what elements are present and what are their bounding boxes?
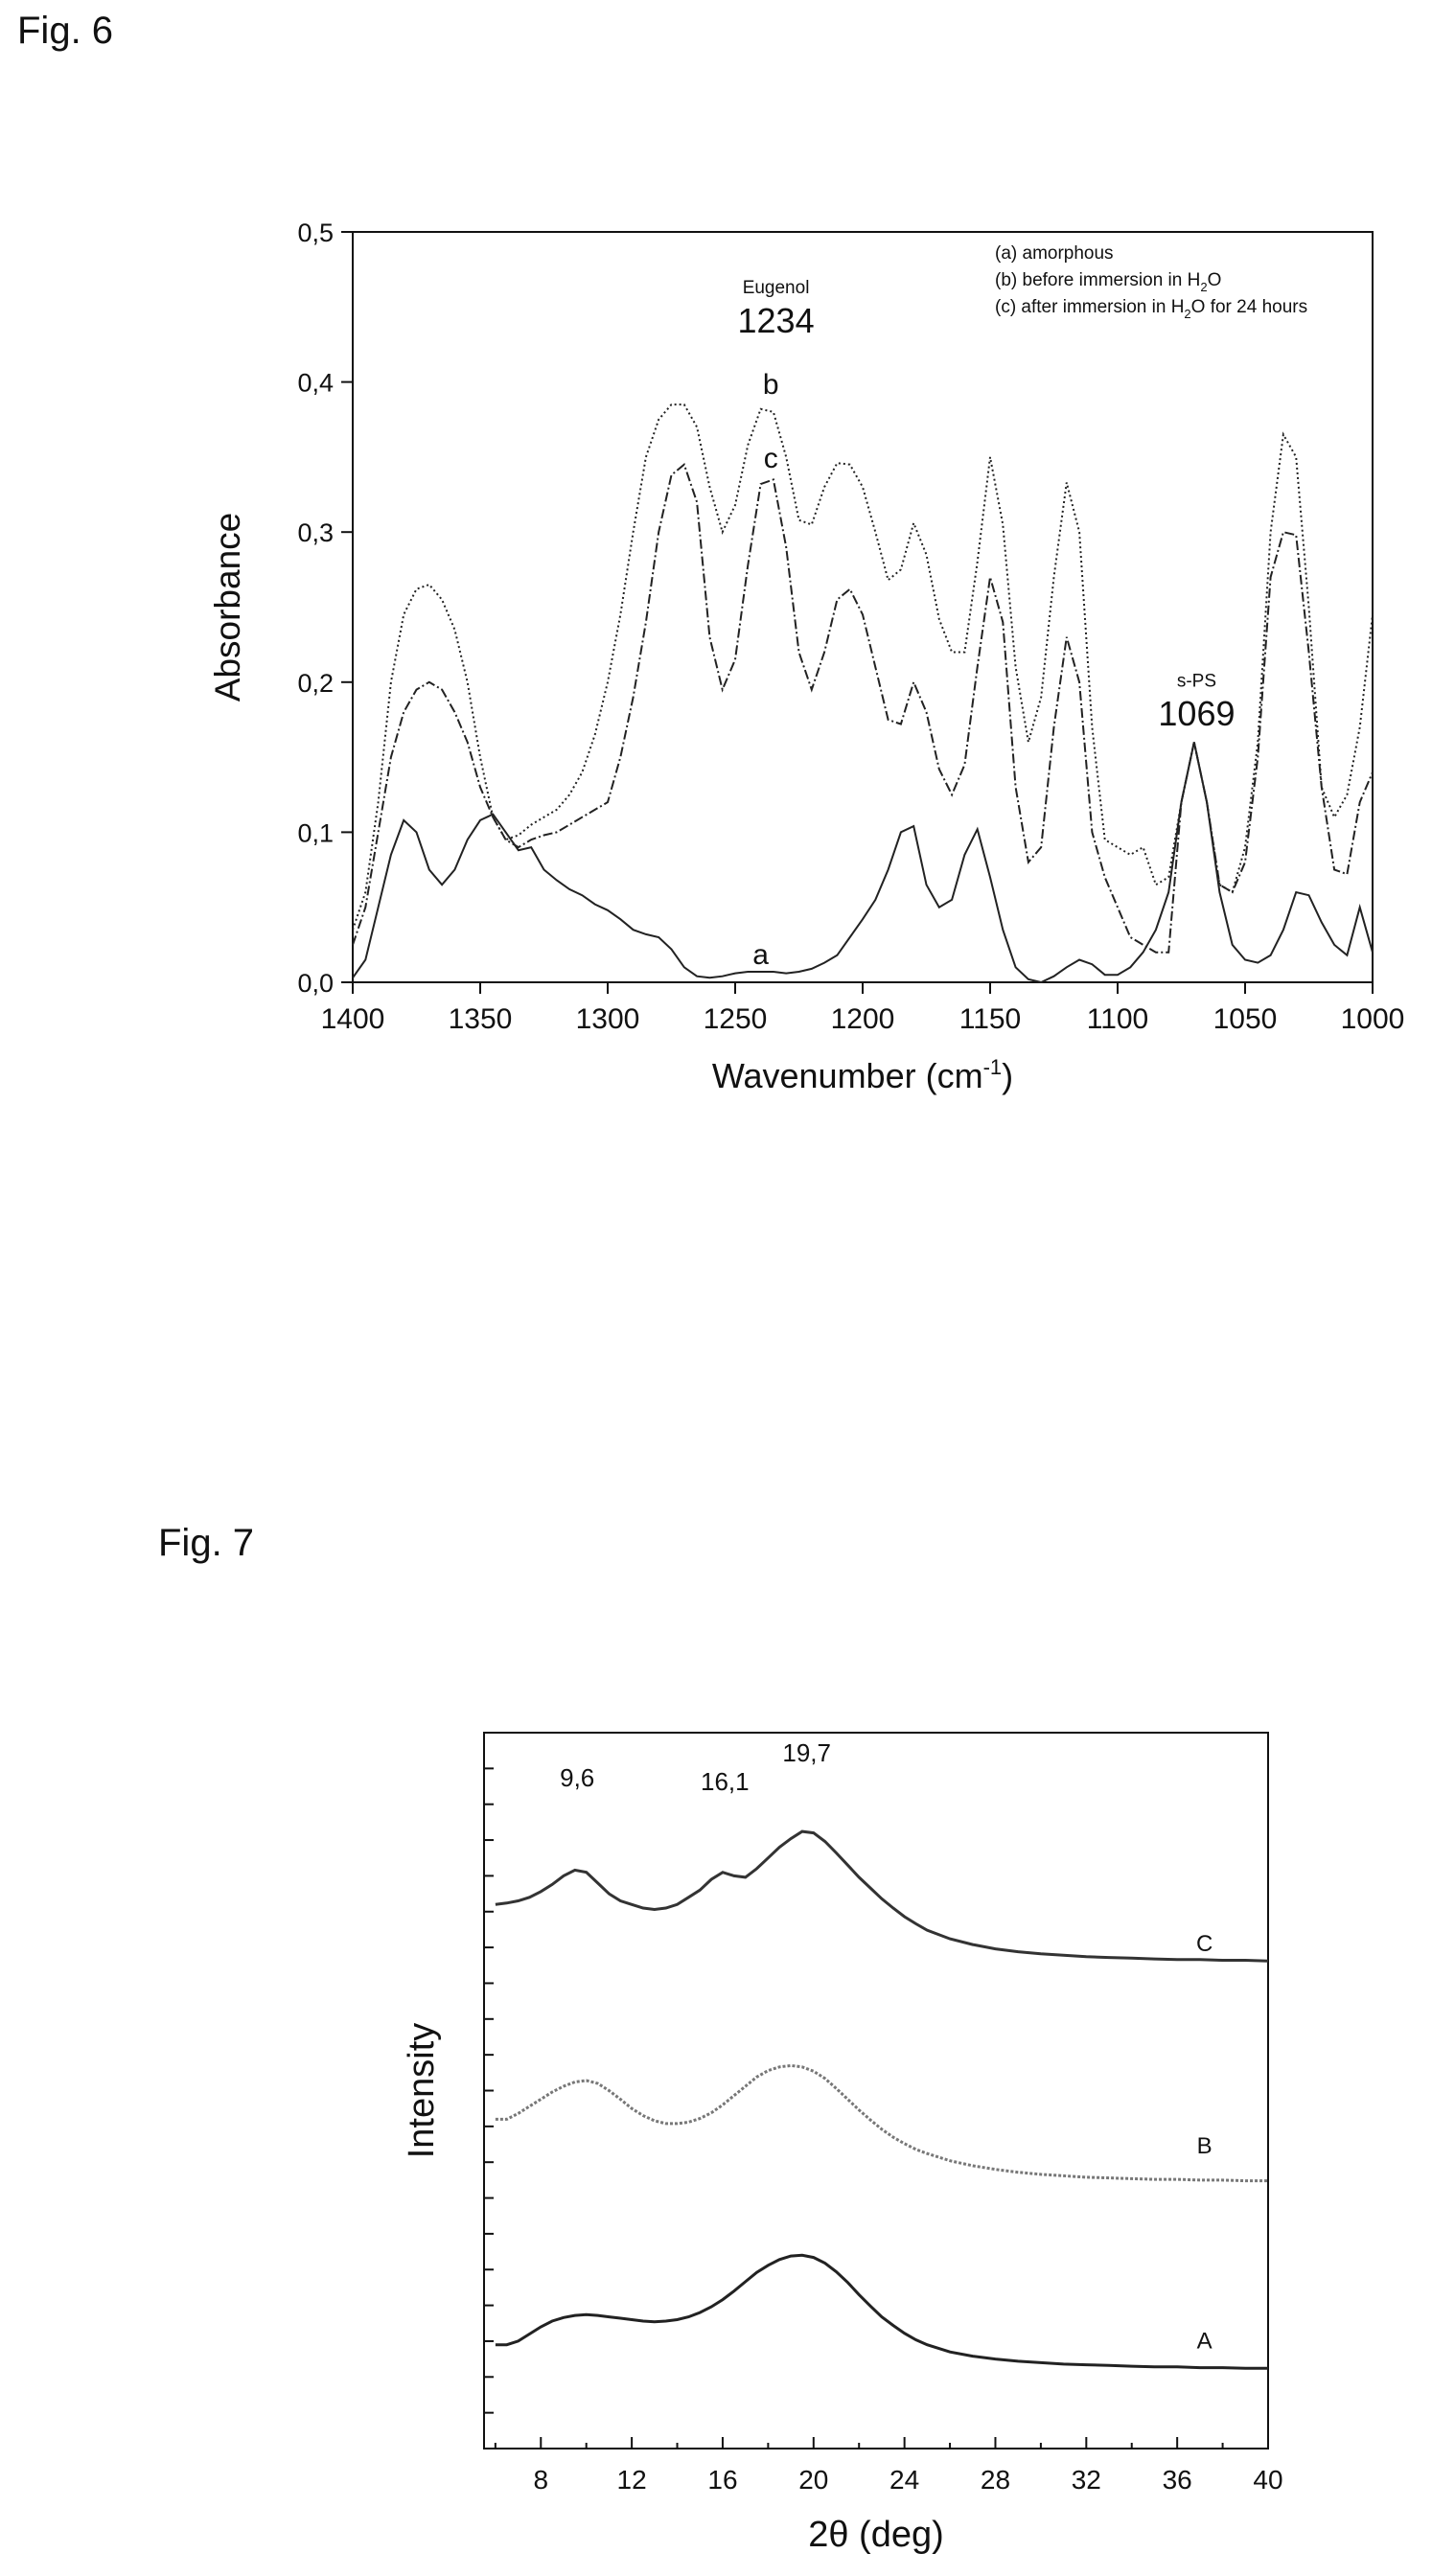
x-tick-label: 1150	[959, 1003, 1022, 1035]
annotation-label: b	[763, 369, 779, 401]
annotation-label: a	[752, 939, 769, 971]
x-tick-label: 8	[533, 2465, 548, 2495]
annotation-label: 1069	[1158, 694, 1235, 733]
y-tick-label: 0,0	[297, 969, 334, 998]
y-tick-label: 0,3	[297, 518, 334, 547]
x-tick-label: 24	[889, 2465, 919, 2495]
series-line-A	[495, 2253, 1268, 2370]
x-tick-label: 1300	[576, 1003, 640, 1035]
x-tick-label: 1350	[449, 1003, 513, 1035]
x-tick-label: 32	[1072, 2465, 1101, 2495]
annotation-label: c	[764, 443, 778, 474]
y-tick-label: 0,1	[297, 818, 334, 847]
curve-label: B	[1197, 2133, 1213, 2159]
ir-absorbance-chart: 1400 1350 1300 1250 1200 1150 1100 1050 1000 0,0 0…	[208, 218, 1404, 1095]
x-tick-label: 1100	[1087, 1003, 1149, 1035]
series-line-b	[352, 403, 1374, 931]
series-line-B	[495, 2063, 1268, 2183]
x-tick-label: 12	[617, 2465, 647, 2495]
series-line-a	[352, 742, 1374, 984]
x-tick-label: 1400	[321, 1003, 385, 1035]
x-tick-label: 40	[1253, 2465, 1282, 2495]
x-axis-label: 2θ (deg)	[808, 2515, 944, 2555]
annotation-label: s-PS	[1177, 671, 1216, 691]
curve-label: C	[1196, 1931, 1213, 1957]
annotation-label: 1234	[738, 301, 815, 340]
x-axis-label: Wavenumber (cm-1)	[712, 1055, 1013, 1095]
x-tick-label: 28	[981, 2465, 1010, 2495]
figure-7-label: Fig. 7	[158, 1522, 255, 1564]
series-line-C	[495, 1829, 1269, 1963]
legend-entry: (c) after immersion in H2O for 24 hours	[995, 297, 1307, 321]
x-tick-label: 36	[1163, 2465, 1192, 2495]
x-tick-label: 1000	[1341, 1003, 1405, 1035]
plot-frame	[483, 1732, 1269, 2450]
y-axis-label: Absorbance	[208, 513, 247, 702]
x-tick-label: 1200	[831, 1003, 895, 1035]
x-tick-label: 20	[798, 2465, 828, 2495]
series-line-c	[352, 463, 1374, 954]
y-tick-label: 0,5	[297, 218, 334, 247]
x-tick-label: 1050	[1213, 1003, 1278, 1035]
x-tick-label: 16	[707, 2465, 737, 2495]
y-axis-label: Intensity	[402, 2023, 442, 2159]
curve-label: A	[1197, 2328, 1213, 2354]
legend-entry: (b) before immersion in H2O	[995, 270, 1221, 294]
annotation-label: Eugenol	[743, 278, 810, 298]
y-tick-label: 0,2	[297, 669, 334, 698]
figure-6-label: Fig. 6	[17, 10, 114, 52]
peak-label: 16,1	[701, 1767, 750, 1796]
y-tick-label: 0,4	[297, 369, 334, 398]
xrd-intensity-chart: 8 12 16 20 24 28 32 36 40 2θ (deg) Intensity 9,6 16,…	[402, 1732, 1283, 2555]
legend-entry: (a) amorphous	[995, 243, 1114, 264]
x-tick-label: 1250	[704, 1003, 768, 1035]
plot-frame	[352, 231, 1374, 983]
peak-label: 19,7	[782, 1738, 831, 1767]
peak-label: 9,6	[560, 1763, 594, 1792]
